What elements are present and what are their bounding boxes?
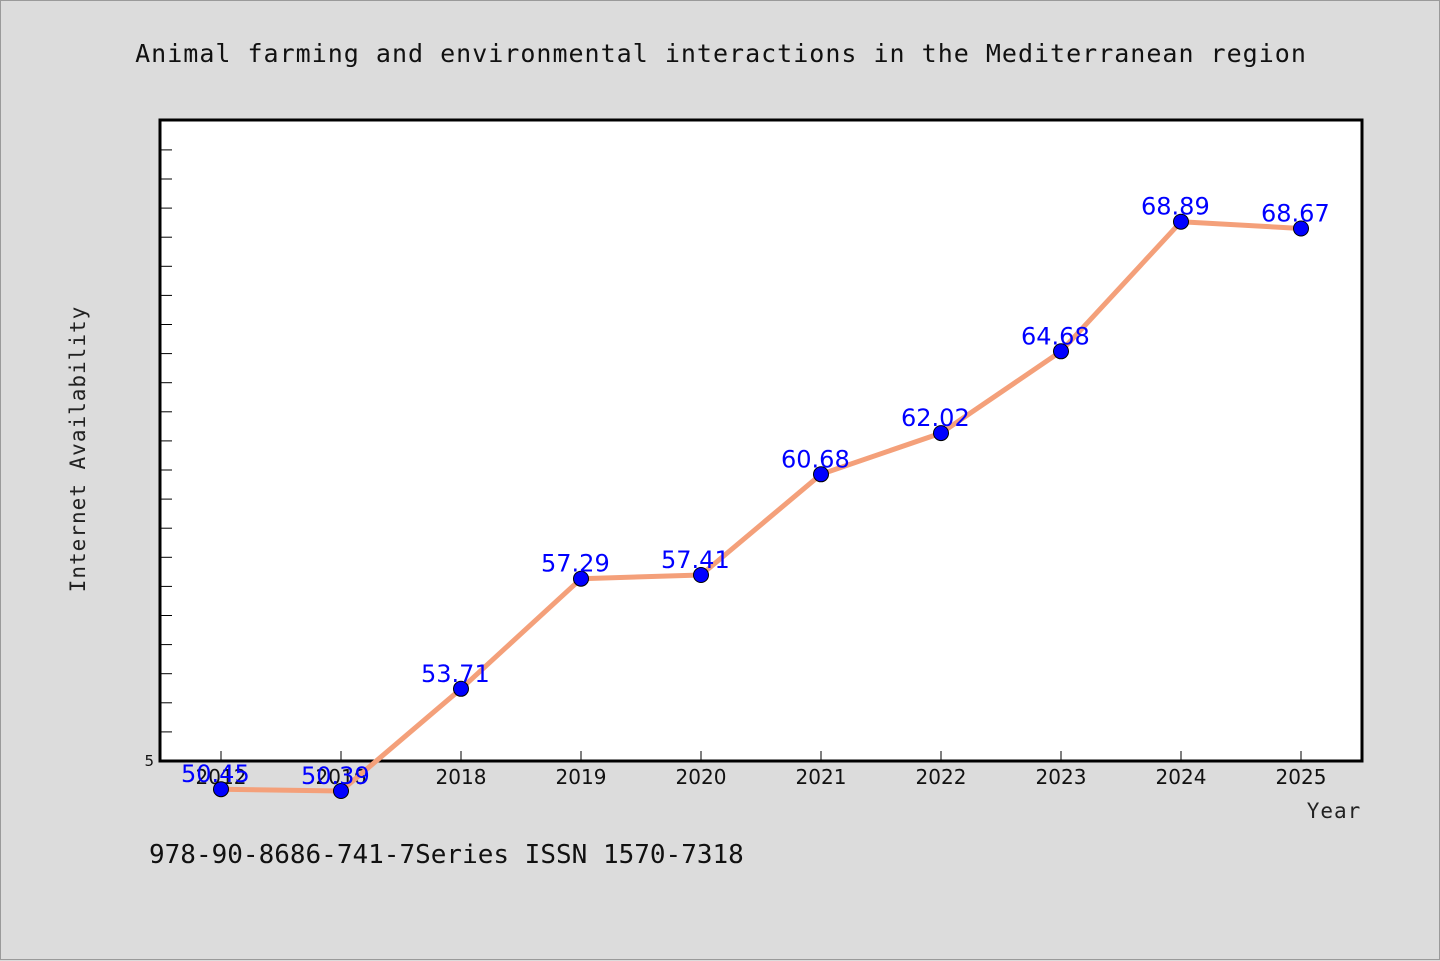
data-point-marker <box>1053 343 1069 360</box>
data-point-marker <box>693 567 709 583</box>
data-value-label: 64.68 <box>1021 322 1090 350</box>
footer-isbn-text: 978-90-8686-741-7Series ISSN 1570-7318 <box>149 840 744 870</box>
x-tick-label: 2020 <box>676 765 727 789</box>
series-line-group: 50.45 50.39 53.71 57.29 57.41 60.68 62.02 64.68… <box>181 193 1330 799</box>
x-tick-label: 2024 <box>1156 765 1207 789</box>
data-value-label: 60.68 <box>781 445 850 473</box>
data-value-label: 57.29 <box>541 550 610 578</box>
data-point-marker <box>213 781 229 798</box>
plot-area <box>158 118 1364 763</box>
chart-title: Animal farming and environmental interac… <box>135 39 1307 68</box>
y-axis-ticks: 5 <box>144 149 172 770</box>
data-value-label: 50.39 <box>301 762 370 790</box>
x-tick-label: 2025 <box>1276 765 1327 789</box>
data-point-marker <box>1173 213 1189 230</box>
x-tick-label: 2023 <box>1036 765 1087 789</box>
data-point-marker <box>333 783 349 799</box>
y-axis-label: Internet Availability <box>66 306 90 593</box>
data-value-label: 62.02 <box>901 404 970 432</box>
data-point-marker <box>1293 220 1309 237</box>
data-point-marker <box>933 425 949 442</box>
x-tick-label: 2021 <box>796 765 847 789</box>
x-axis-label: Year <box>1307 799 1362 823</box>
data-value-label: 53.71 <box>421 660 490 688</box>
data-point-marker <box>813 466 829 483</box>
data-value-label: 68.89 <box>1141 193 1210 221</box>
data-value-label: 68.67 <box>1261 200 1330 228</box>
data-point-marker <box>573 570 589 587</box>
data-value-label: 57.41 <box>661 546 730 574</box>
x-tick-label: 2022 <box>916 765 967 789</box>
data-point-marker <box>453 680 469 697</box>
y-tick-label: 5 <box>144 752 154 770</box>
x-axis-ticks: 2012 2016 2018 2019 2020 2021 2022 2023 2024 2025 <box>196 751 1327 789</box>
x-tick-label: 2019 <box>556 765 607 789</box>
series-line <box>218 219 1304 794</box>
x-tick-label: 2018 <box>436 765 487 789</box>
data-value-label: 50.45 <box>181 760 250 788</box>
